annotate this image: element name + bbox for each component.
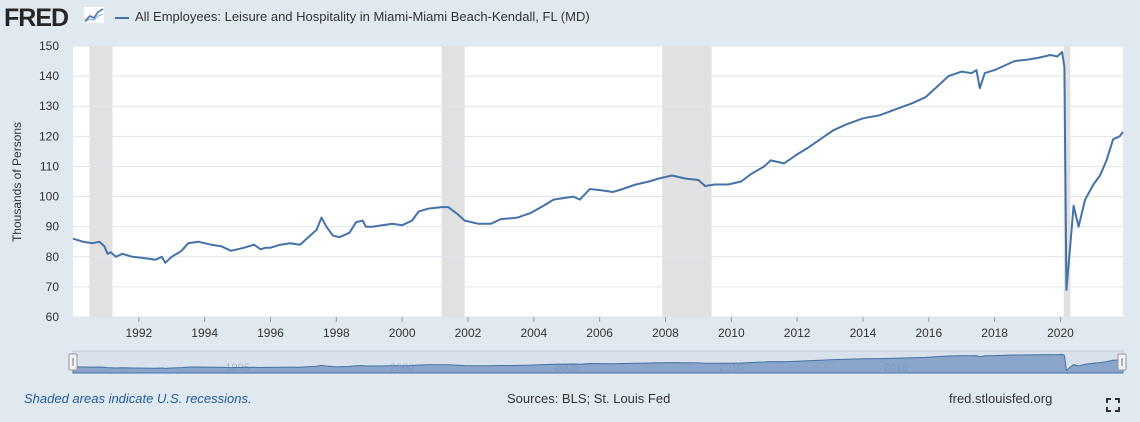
x-tick-label: 1996	[257, 326, 284, 340]
range-navigator[interactable]: 19952000200520102015	[68, 350, 1127, 374]
y-axis-label: Thousands of Persons	[10, 122, 24, 242]
x-tick-label: 2002	[455, 326, 482, 340]
x-tick-label: 2020	[1047, 326, 1074, 340]
navigator-area	[72, 353, 1124, 374]
y-tick-label: 140	[39, 69, 59, 83]
fullscreen-icon[interactable]	[1106, 398, 1120, 412]
x-tick-label: 1992	[125, 326, 152, 340]
x-tick-label: 2004	[520, 326, 547, 340]
x-tick-label: 2012	[784, 326, 811, 340]
recession-shading	[89, 46, 1071, 317]
x-tick-label: 2006	[586, 326, 613, 340]
x-axis-ticks: 1992 1994 1996 1998 2000 2002 2004 2006 2008 2010…	[125, 317, 1074, 340]
recession-band	[89, 46, 113, 317]
y-tick-label: 150	[39, 39, 59, 53]
x-tick-label: 1994	[191, 326, 218, 340]
y-tick-label: 110	[40, 159, 59, 173]
gridlines	[73, 45, 1123, 318]
y-tick-label: 90	[46, 220, 60, 234]
sources-text: Sources: BLS; St. Louis Fed	[507, 391, 671, 406]
y-tick-label: 130	[39, 99, 59, 113]
recession-note: Shaded areas indicate U.S. recessions.	[24, 391, 252, 406]
x-tick-label: 2014	[850, 326, 877, 340]
y-tick-label: 60	[46, 310, 60, 324]
x-tick-label: 2000	[389, 326, 416, 340]
y-tick-label: 70	[46, 280, 60, 294]
y-tick-label: 80	[46, 250, 60, 264]
recession-band	[441, 46, 465, 317]
site-link[interactable]: fred.stlouisfed.org	[949, 391, 1053, 406]
legend-line-marker	[115, 17, 129, 19]
legend-series-title[interactable]: All Employees: Leisure and Hospitality i…	[135, 9, 590, 24]
fred-logo[interactable]: FRED	[4, 4, 69, 32]
recession-band	[1063, 46, 1071, 317]
x-tick-label: 2010	[718, 326, 745, 340]
y-tick-label: 120	[39, 129, 59, 143]
series-line-group	[72, 51, 1124, 291]
y-axis-ticks: 60 70 80 90 100 110 120 130 140 150	[39, 39, 59, 324]
x-tick-label: 2016	[915, 326, 942, 340]
plot-background	[73, 46, 1123, 317]
chart-header: FRED All Employees: Leisure and Hospital…	[0, 0, 1140, 36]
recession-band	[662, 46, 712, 317]
x-tick-label: 1998	[323, 326, 350, 340]
x-tick-label: 2008	[652, 326, 679, 340]
series-line[interactable]	[72, 51, 1124, 291]
fred-logo-chart-icon	[83, 6, 105, 24]
y-tick-label: 100	[39, 190, 59, 204]
x-tick-label: 2018	[981, 326, 1008, 340]
